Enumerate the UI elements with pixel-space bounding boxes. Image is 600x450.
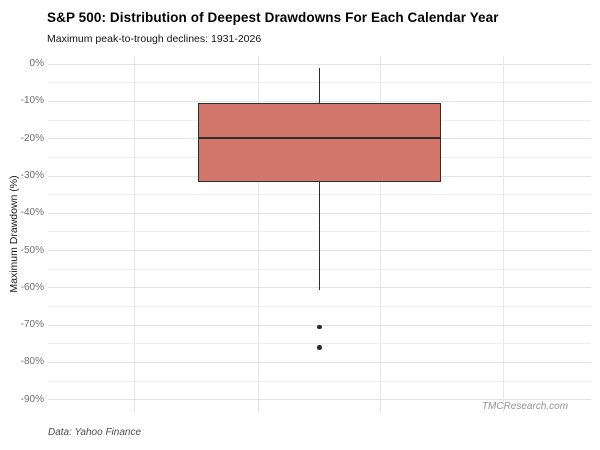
vertical-gridline: [257, 56, 259, 412]
median-line: [198, 136, 441, 140]
vertical-gridline: [134, 56, 136, 412]
minor-gridline: [48, 380, 591, 382]
outlier-point: [317, 324, 322, 330]
major-gridline: [48, 63, 591, 65]
y-tick-label: -10%: [20, 95, 44, 107]
plot-panel: [48, 56, 591, 412]
iqr-box: [198, 102, 441, 182]
chart-subtitle: Maximum peak-to-trough declines: 1931-20…: [47, 33, 262, 45]
major-gridline: [48, 399, 591, 401]
data-source-caption: Data: Yahoo Finance: [48, 427, 142, 438]
major-gridline: [48, 361, 591, 363]
chart-title: S&P 500: Distribution of Deepest Drawdow…: [47, 10, 499, 25]
y-tick-label: -30%: [20, 170, 44, 182]
upper-whisker: [318, 67, 321, 103]
y-tick-label: -80%: [20, 356, 44, 368]
outlier-point: [317, 345, 322, 350]
minor-gridline: [48, 343, 591, 345]
watermark-text: TMCResearch.com: [481, 401, 569, 412]
y-axis-label: Maximum Drawdown (%): [8, 175, 20, 293]
y-tick-label: -20%: [20, 132, 44, 144]
y-tick-label: -50%: [20, 244, 44, 256]
vertical-gridline: [503, 56, 505, 412]
y-tick-label: -90%: [20, 393, 44, 405]
vertical-gridline: [380, 56, 382, 412]
lower-whisker: [318, 181, 321, 290]
minor-gridline: [48, 306, 591, 307]
y-tick-label: 0%: [29, 58, 44, 70]
y-tick-label: -40%: [20, 207, 44, 219]
y-tick-label: -60%: [20, 281, 44, 293]
y-tick-label: -70%: [20, 319, 44, 331]
